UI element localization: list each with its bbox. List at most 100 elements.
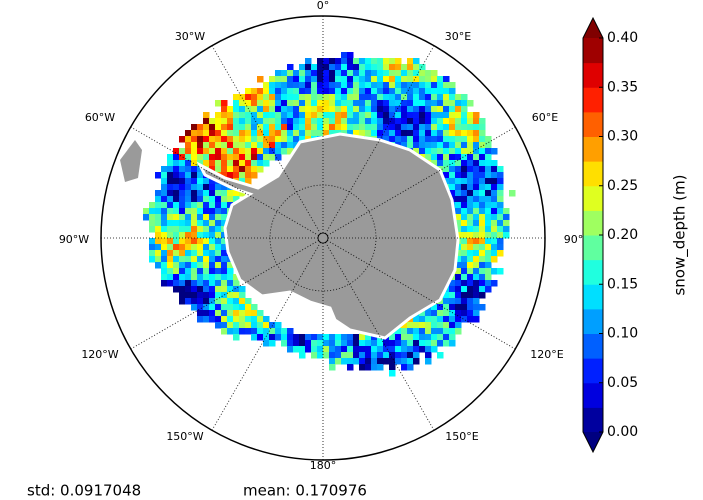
- snow-cell: [329, 346, 336, 353]
- snow-cell: [191, 154, 198, 161]
- snow-cell: [233, 310, 240, 317]
- snow-cell: [173, 220, 180, 227]
- colorbar-level: [583, 334, 603, 359]
- snow-cell: [209, 310, 216, 317]
- snow-cell: [329, 76, 336, 83]
- snow-cell: [155, 208, 162, 215]
- snow-cell: [263, 160, 270, 167]
- snow-cell: [443, 118, 450, 125]
- snow-cell: [353, 94, 360, 101]
- snow-cell: [221, 166, 228, 173]
- snow-cell: [473, 118, 480, 125]
- snow-cell: [467, 190, 474, 197]
- snow-cell: [149, 202, 156, 209]
- snow-cell: [335, 100, 342, 107]
- snow-cell: [341, 100, 348, 107]
- snow-cell: [161, 202, 168, 209]
- snow-cell: [491, 220, 498, 227]
- snow-cell: [143, 214, 150, 221]
- snow-cell: [275, 76, 282, 83]
- snow-cell: [191, 268, 198, 275]
- snow-cell: [203, 130, 210, 137]
- snow-cell: [353, 106, 360, 113]
- snow-cell: [215, 238, 222, 245]
- snow-cell: [389, 94, 396, 101]
- snow-cell: [167, 184, 174, 191]
- snow-cell: [293, 112, 300, 119]
- snow-cell: [419, 100, 426, 107]
- snow-cell: [221, 316, 228, 323]
- snow-cell: [161, 220, 168, 227]
- snow-cell: [323, 112, 330, 119]
- snow-cell: [215, 202, 222, 209]
- snow-cell: [479, 160, 486, 167]
- snow-cell: [203, 298, 210, 305]
- colorbar-tick-label: 0.15: [607, 276, 638, 292]
- snow-cell: [203, 280, 210, 287]
- snow-cell: [467, 232, 474, 239]
- snow-cell: [365, 130, 372, 137]
- snow-cell: [431, 94, 438, 101]
- snow-cell: [449, 136, 456, 143]
- snow-cell: [179, 280, 186, 287]
- snow-cell: [215, 100, 222, 107]
- snow-cell: [227, 136, 234, 143]
- snow-cell: [191, 166, 198, 173]
- snow-cell: [233, 160, 240, 167]
- snow-cell: [233, 154, 240, 161]
- snow-cell: [203, 274, 210, 281]
- snow-cell: [215, 280, 222, 287]
- snow-cell: [245, 124, 252, 131]
- snow-cell: [365, 58, 372, 65]
- snow-cell: [191, 214, 198, 221]
- snow-cell: [431, 316, 438, 323]
- snow-cell: [197, 136, 204, 143]
- snow-cell: [359, 94, 366, 101]
- snow-cell: [323, 334, 330, 341]
- snow-cell: [449, 142, 456, 149]
- snow-cell: [389, 358, 396, 365]
- snow-cell: [227, 316, 234, 323]
- snow-cell: [197, 274, 204, 281]
- snow-cell: [425, 316, 432, 323]
- snow-cell: [239, 100, 246, 107]
- snow-cell: [365, 88, 372, 95]
- snow-cell: [491, 184, 498, 191]
- snow-cell: [305, 130, 312, 137]
- snow-cell: [377, 94, 384, 101]
- snow-cell: [281, 100, 288, 107]
- snow-cell: [437, 106, 444, 113]
- snow-cell: [323, 124, 330, 131]
- snow-cell: [305, 118, 312, 125]
- snow-cell: [407, 88, 414, 95]
- snow-cell: [191, 250, 198, 257]
- snow-cell: [185, 166, 192, 173]
- snow-cell: [353, 118, 360, 125]
- snow-cell: [341, 340, 348, 347]
- snow-cell: [209, 238, 216, 245]
- snow-cell: [455, 94, 462, 101]
- snow-cell: [485, 244, 492, 251]
- snow-cell: [263, 154, 270, 161]
- snow-cell: [329, 358, 336, 365]
- snow-cell: [461, 154, 468, 161]
- snow-cell: [287, 118, 294, 125]
- snow-cell: [455, 292, 462, 299]
- snow-cell: [161, 268, 168, 275]
- snow-cell: [401, 76, 408, 83]
- snow-cell: [305, 76, 312, 83]
- snow-cell: [161, 178, 168, 185]
- snow-cell: [167, 154, 174, 161]
- snow-cell: [239, 298, 246, 305]
- snow-cell: [173, 262, 180, 269]
- snow-cell: [437, 316, 444, 323]
- snow-cell: [167, 202, 174, 209]
- snow-cell: [365, 124, 372, 131]
- snow-cell: [287, 88, 294, 95]
- snow-cell: [473, 238, 480, 245]
- snow-cell: [215, 274, 222, 281]
- snow-cell: [329, 64, 336, 71]
- snow-cell: [461, 316, 468, 323]
- snow-cell: [281, 94, 288, 101]
- snow-cell: [197, 196, 204, 203]
